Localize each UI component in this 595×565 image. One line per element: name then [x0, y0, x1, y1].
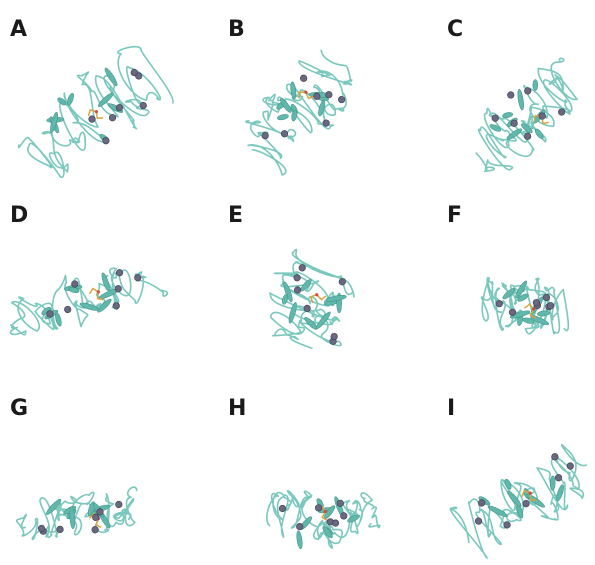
ion [92, 514, 99, 521]
ribbon [4, 37, 177, 190]
ion [112, 302, 120, 310]
ion [57, 526, 64, 533]
ion [63, 305, 71, 313]
ion [315, 505, 322, 512]
ribbon [254, 245, 366, 358]
ribbon [234, 39, 368, 180]
panel-label: I [447, 396, 455, 421]
protein-structure [15, 487, 141, 541]
ion [38, 525, 45, 532]
protein-structure [4, 37, 177, 190]
protein-structure [234, 39, 368, 180]
beta-sheet [534, 128, 545, 140]
beta-sheet [517, 89, 525, 111]
ion [543, 294, 550, 301]
ribbon [0, 245, 168, 350]
page: {"panels": [{"label": "A"}, {"label": "B… [0, 0, 595, 565]
beta-sheet [555, 484, 565, 502]
protein-structure [0, 245, 168, 350]
panel-label: G [10, 396, 28, 421]
ribbon [15, 487, 141, 541]
beta-sheet [537, 310, 550, 316]
beta-sheet [100, 272, 111, 291]
protein-structure [267, 491, 380, 549]
panel-label: D [10, 203, 28, 228]
ion [299, 74, 308, 83]
ion [341, 513, 348, 520]
ligand-atom [532, 308, 535, 311]
ion [566, 462, 575, 471]
beta-sheet [550, 476, 556, 491]
ion [533, 299, 540, 306]
beta-sheet [281, 294, 289, 305]
beta-sheet [291, 110, 298, 122]
beta-sheet [277, 113, 289, 120]
beta-sheet [66, 92, 75, 106]
ion [296, 523, 303, 530]
panel-label: E [228, 203, 243, 228]
ligand-atom [94, 109, 98, 113]
panel-label: A [10, 17, 27, 42]
panel-label: F [447, 203, 462, 228]
ion [474, 517, 483, 526]
ion [496, 300, 503, 307]
panel-label: C [447, 17, 463, 42]
beta-sheet [296, 530, 303, 549]
ion [279, 505, 286, 512]
panel-label: B [228, 17, 245, 42]
protein-structure [449, 438, 595, 563]
protein-structure [254, 245, 366, 358]
figure: A B C D E F G H I [0, 0, 595, 565]
protein-structure [482, 278, 569, 334]
beta-sheet [287, 302, 298, 324]
ribbon [267, 491, 380, 548]
beta-sheet [533, 79, 538, 90]
ribbon [449, 438, 595, 563]
ion [337, 500, 344, 507]
ion [115, 501, 122, 508]
ligand-atom [324, 510, 327, 513]
beta-sheet [290, 82, 297, 100]
ion [332, 520, 339, 527]
protein-structure [455, 51, 595, 184]
panel-label: H [228, 396, 246, 421]
ion [547, 302, 554, 309]
ion [509, 309, 516, 316]
ribbon [455, 51, 595, 184]
beta-sheet [502, 112, 513, 119]
ion [92, 526, 99, 533]
ion [506, 90, 515, 99]
